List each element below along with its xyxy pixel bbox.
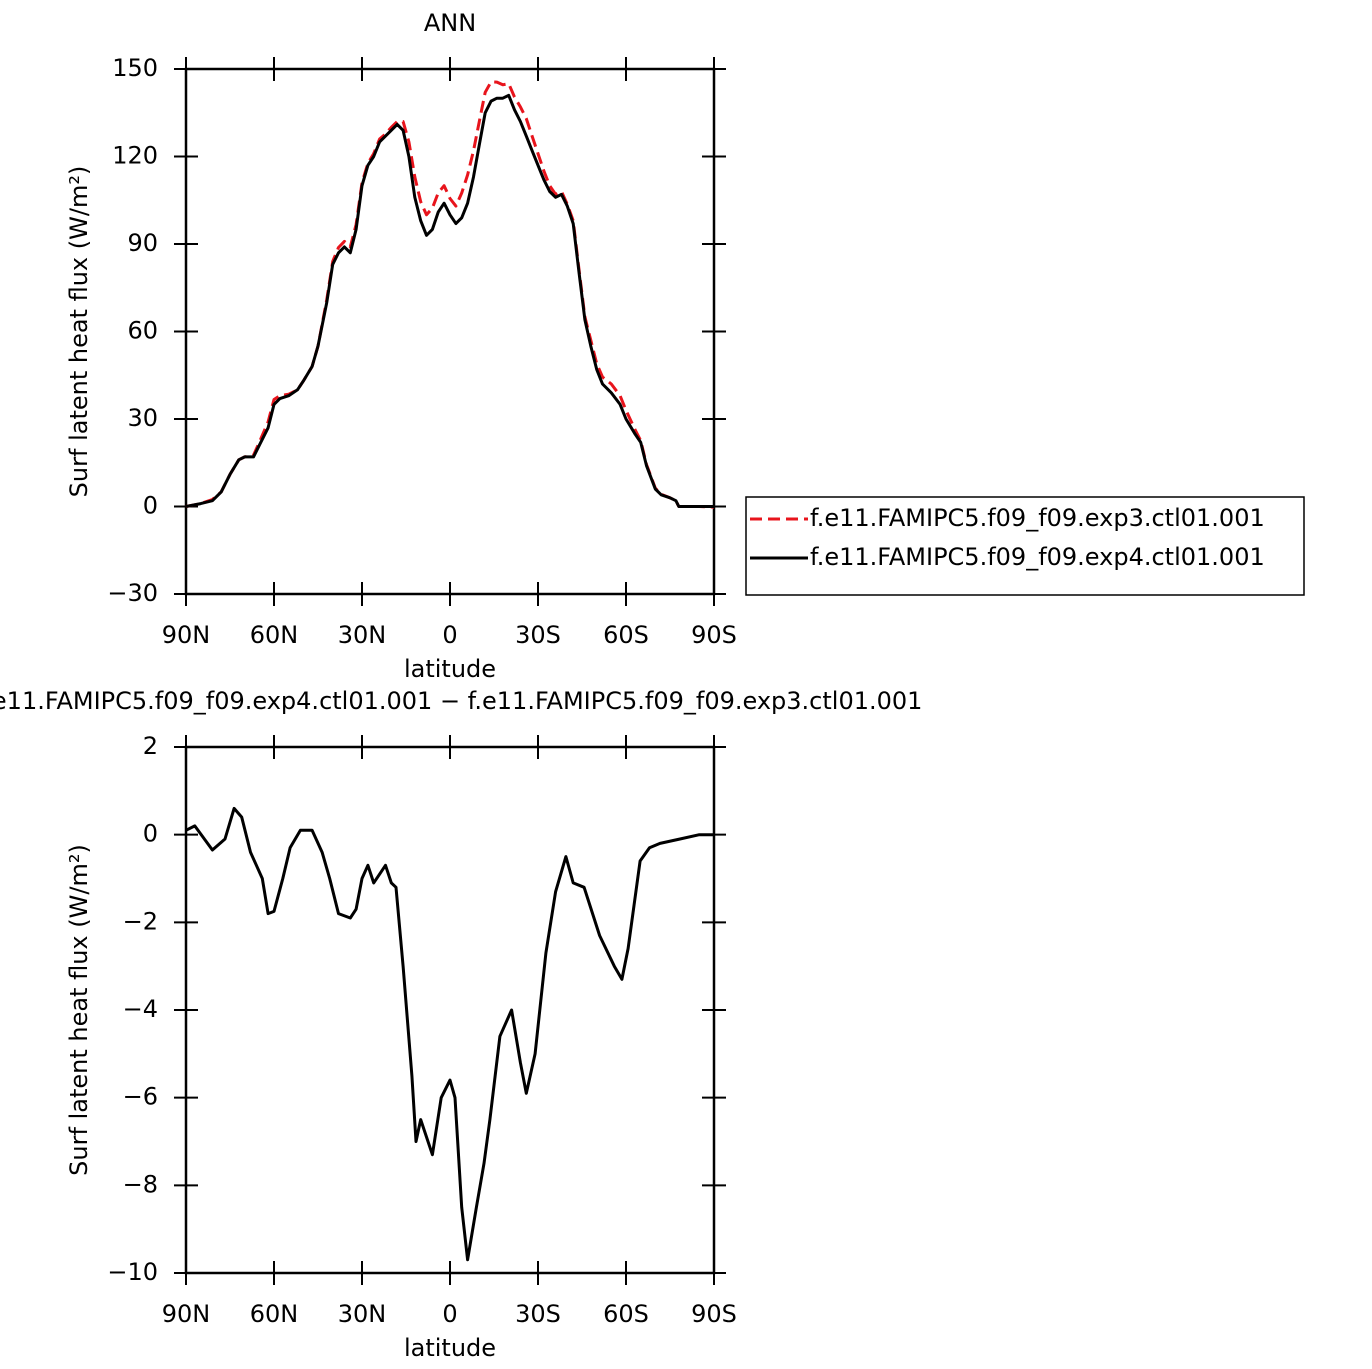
data-line	[185, 806, 714, 1262]
x-tick-label: 90N	[162, 1300, 211, 1328]
data-line	[185, 93, 714, 508]
y-tick-label: 0	[143, 492, 158, 520]
chart-title: ANN	[424, 9, 476, 37]
y-tick-label: −8	[123, 1170, 158, 1198]
x-tick-label: 90N	[162, 621, 211, 649]
x-axis-label: latitude	[404, 655, 496, 683]
plot-frame	[184, 745, 716, 1275]
legend-label: f.e11.FAMIPC5.f09_f09.exp3.ctl01.001	[810, 504, 1265, 532]
y-tick-label: 2	[143, 732, 158, 760]
x-tick-label: 0	[442, 621, 457, 649]
y-tick-label: −2	[123, 907, 158, 935]
x-tick-label: 60N	[250, 621, 299, 649]
y-tick-label: 150	[112, 54, 158, 82]
y-tick-label: −30	[107, 579, 158, 607]
plot-frame	[184, 67, 716, 596]
x-tick-label: 60S	[603, 621, 649, 649]
x-tick-label: 30N	[338, 1300, 387, 1328]
y-tick-label: 0	[143, 820, 158, 848]
y-tick-label: 60	[127, 317, 158, 345]
chart-title: f.e11.FAMIPC5.f09_f09.exp4.ctl01.001 − f…	[0, 687, 922, 715]
legend-label: f.e11.FAMIPC5.f09_f09.exp4.ctl01.001	[810, 543, 1265, 571]
y-tick-label: 30	[127, 404, 158, 432]
data-line	[185, 80, 715, 509]
x-tick-label: 90S	[691, 621, 737, 649]
y-axis-label: Surf latent heat flux (W/m²)	[65, 844, 93, 1176]
x-tick-label: 30S	[515, 1300, 561, 1328]
legend-box	[745, 496, 1305, 596]
x-tick-label: 30N	[338, 621, 387, 649]
x-axis-label: latitude	[404, 1334, 496, 1362]
x-tick-label: 0	[442, 1300, 457, 1328]
y-tick-label: −6	[123, 1083, 158, 1111]
y-tick-label: 120	[112, 142, 158, 170]
x-tick-label: 90S	[691, 1300, 737, 1328]
x-tick-label: 30S	[515, 621, 561, 649]
y-axis-label: Surf latent heat flux (W/m²)	[65, 166, 93, 498]
y-tick-label: −4	[123, 995, 158, 1023]
x-tick-label: 60N	[250, 1300, 299, 1328]
y-tick-label: −10	[107, 1258, 158, 1286]
y-tick-label: 90	[127, 229, 158, 257]
x-tick-label: 60S	[603, 1300, 649, 1328]
